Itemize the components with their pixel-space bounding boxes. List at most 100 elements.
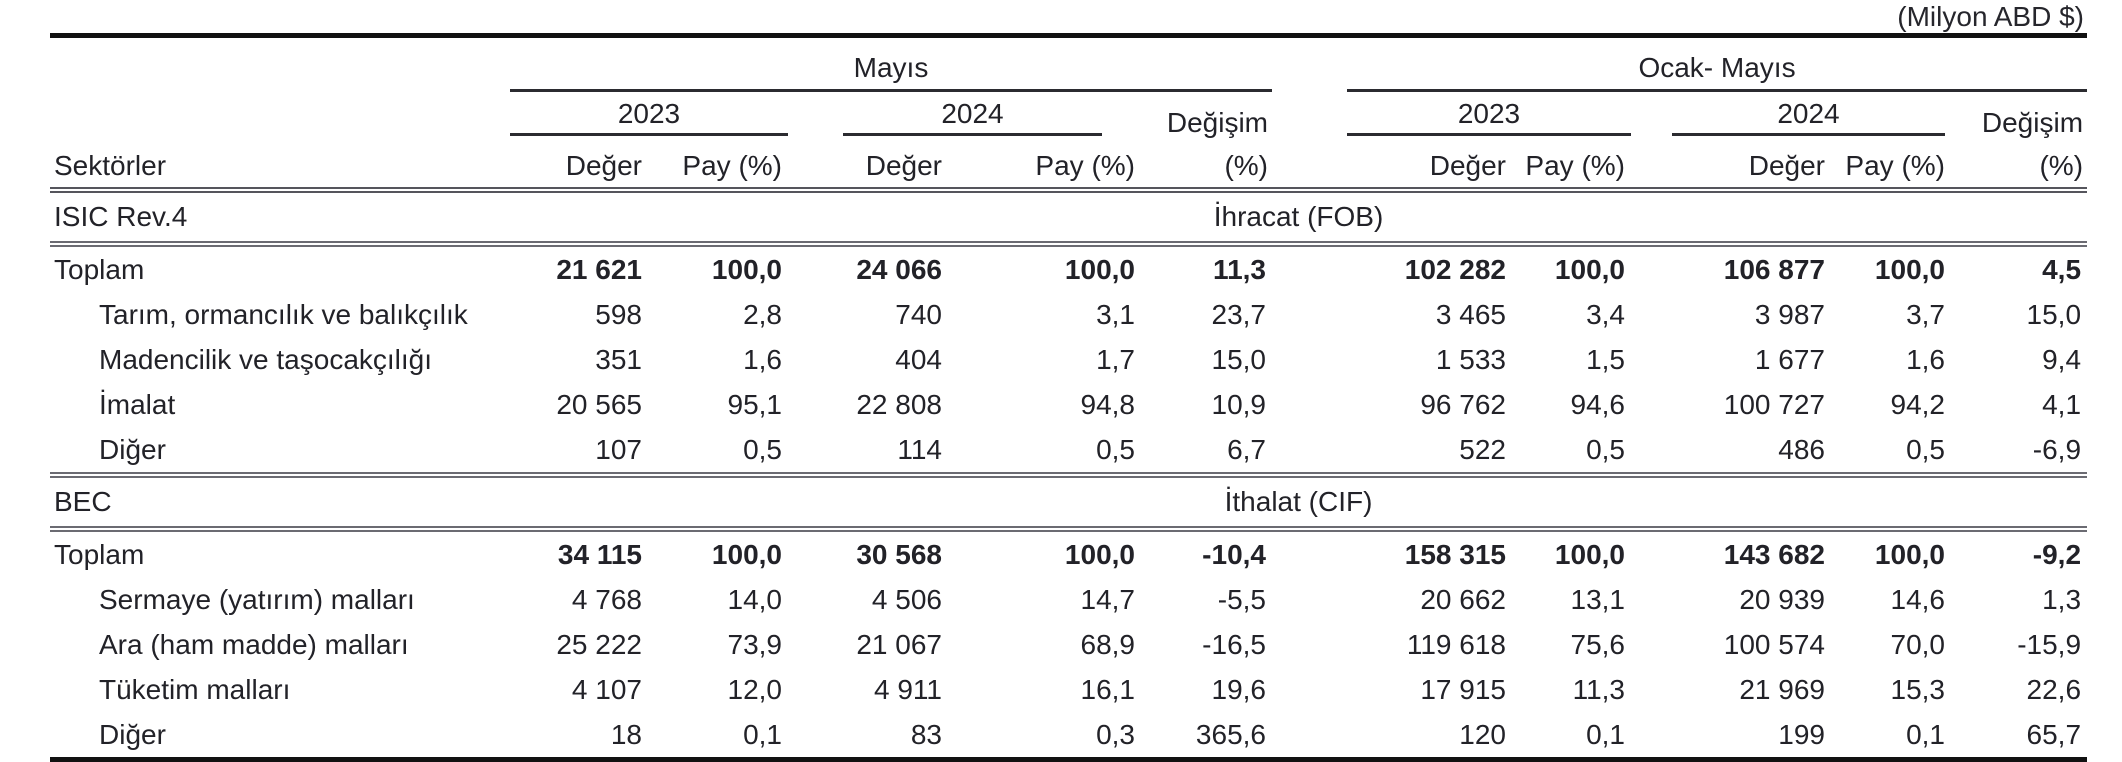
cell-value: 0,1 [1906,718,1945,750]
row-label: İmalat [99,388,176,420]
table-row: Tarım, ormancılık ve balıkçılık 598 2,8 … [50,292,2087,337]
value-column-header: Değer [1748,150,1825,181]
cell-value: 25 222 [556,628,642,660]
cell-value: 18 [610,718,642,750]
cell-value: 486 [1778,433,1825,465]
column-group-jan-may: Ocak- Mayıs [1347,35,2088,92]
group-gap [1272,529,1347,577]
group-gap [1272,712,1347,760]
cell-value: -16,5 [1202,628,1266,660]
year-label: 2024 [1672,98,1945,136]
cell-value: 4,1 [2042,388,2082,420]
cell-value: 0,5 [1096,433,1135,465]
cell-value: 94,2 [1890,388,1946,420]
table-header: Sektörler Mayıs Ocak- Mayıs 2023 2024 De… [50,35,2088,190]
row-label: Sermaye (yatırım) malları [99,583,415,615]
cell-value: 3,4 [1586,298,1625,330]
cell-value: -6,9 [2032,433,2082,465]
row-label: Toplam [54,538,145,570]
change-label: Değişim [1166,107,1268,138]
year-label: 2023 [510,98,788,136]
cell-value: 0,1 [743,718,782,750]
year-header-may-2024: 2024 [788,91,1141,136]
cell-value: 3 987 [1754,298,1825,330]
row-label: Ara (ham madde) malları [99,628,409,660]
cell-value: -15,9 [2017,628,2082,660]
cell-value: 120 [1459,718,1506,750]
cell-value: 14,7 [1080,583,1136,615]
cell-value: 24 066 [856,253,942,285]
cell-value: 10,9 [1211,388,1267,420]
cell-value: 30 568 [856,538,942,570]
cell-value: 83 [910,718,942,750]
table-row: Diğer 107 0,5 114 0,5 6,7 522 0,5 486 0,… [50,427,2087,475]
foreign-trade-table: Sektörler Mayıs Ocak- Mayıs 2023 2024 De… [50,33,2088,762]
cell-value: 199 [1778,718,1825,750]
year-label: 2023 [1347,98,1631,136]
section-flow-label: İthalat (CIF) [1224,486,1373,517]
cell-value: 522 [1459,433,1506,465]
cell-value: 4 911 [874,673,942,705]
cell-value: 3,1 [1096,298,1135,330]
cell-value: 100,0 [1874,253,1945,285]
cell-value: 100,0 [1874,538,1945,570]
cell-value: 102 282 [1404,253,1506,285]
row-label: Tarım, ormancılık ve balıkçılık [99,298,468,330]
cell-value: 365,6 [1195,718,1266,750]
section-rows-isic: Toplam 21 621 100,0 24 066 100,0 11,3 10… [50,244,2088,475]
sectors-column-header: Sektörler [54,150,167,181]
cell-value: -10,4 [1202,538,1266,570]
cell-value: 1,6 [743,343,782,375]
share-column-header: Pay (%) [1845,150,1945,181]
cell-value: 14,6 [1890,583,1946,615]
cell-value: 1 533 [1435,343,1506,375]
cell-value: 21 969 [1739,673,1825,705]
cell-value: 404 [895,343,942,375]
table-row: Diğer 18 0,1 83 0,3 365,6 120 0,1 199 0,… [50,712,2087,760]
group-gap [1272,577,1347,622]
group-gap [1272,427,1347,475]
cell-value: 100,0 [711,253,782,285]
cell-value: 4 107 [571,673,642,705]
row-label: Diğer [99,433,166,465]
cell-value: 15,3 [1890,673,1946,705]
group-gap [1272,292,1347,337]
row-label: Diğer [99,718,166,750]
cell-value: 0,5 [1906,433,1945,465]
column-group-may: Mayıs [510,35,1272,92]
group-gap [1272,244,1347,292]
cell-value: 100,0 [1554,538,1625,570]
cell-value: 17 915 [1420,673,1506,705]
row-label: Tüketim malları [99,673,291,705]
value-column-header: Değer [565,150,642,181]
year-header-jan-may-2023: 2023 [1347,91,1631,136]
year-header-may-2023: 2023 [510,91,788,136]
cell-value: 100,0 [711,538,782,570]
share-column-header: Pay (%) [1035,150,1135,181]
value-column-header: Değer [865,150,942,181]
section-header-isic: ISIC Rev.4 İhracat (FOB) [50,190,2088,244]
group-gap [1272,667,1347,712]
cell-value: -5,5 [1217,583,1266,615]
share-column-header: Pay (%) [682,150,782,181]
cell-value: 68,9 [1080,628,1136,660]
year-header-jan-may-2024: 2024 [1631,91,1951,136]
cell-value: 13,1 [1570,583,1626,615]
cell-value: 100 727 [1723,388,1825,420]
section-header-bec: BEC İthalat (CIF) [50,475,2088,529]
table-row: Toplam 34 115 100,0 30 568 100,0 -10,4 1… [50,529,2087,577]
cell-value: 15,0 [1211,343,1267,375]
unit-note: (Milyon ABD $) [1897,1,2084,32]
cell-value: 22,6 [2026,673,2082,705]
cell-value: 23,7 [1211,298,1267,330]
cell-value: 15,0 [2026,298,2082,330]
change-label: Değişim [1981,107,2084,138]
cell-value: 21 067 [856,628,942,660]
cell-value: 107 [595,433,642,465]
cell-value: 114 [897,433,942,465]
cell-value: 1,7 [1096,343,1135,375]
cell-value: 598 [595,298,642,330]
cell-value: 12,0 [727,673,783,705]
cell-value: 1,5 [1586,343,1625,375]
cell-value: 95,1 [727,388,783,420]
